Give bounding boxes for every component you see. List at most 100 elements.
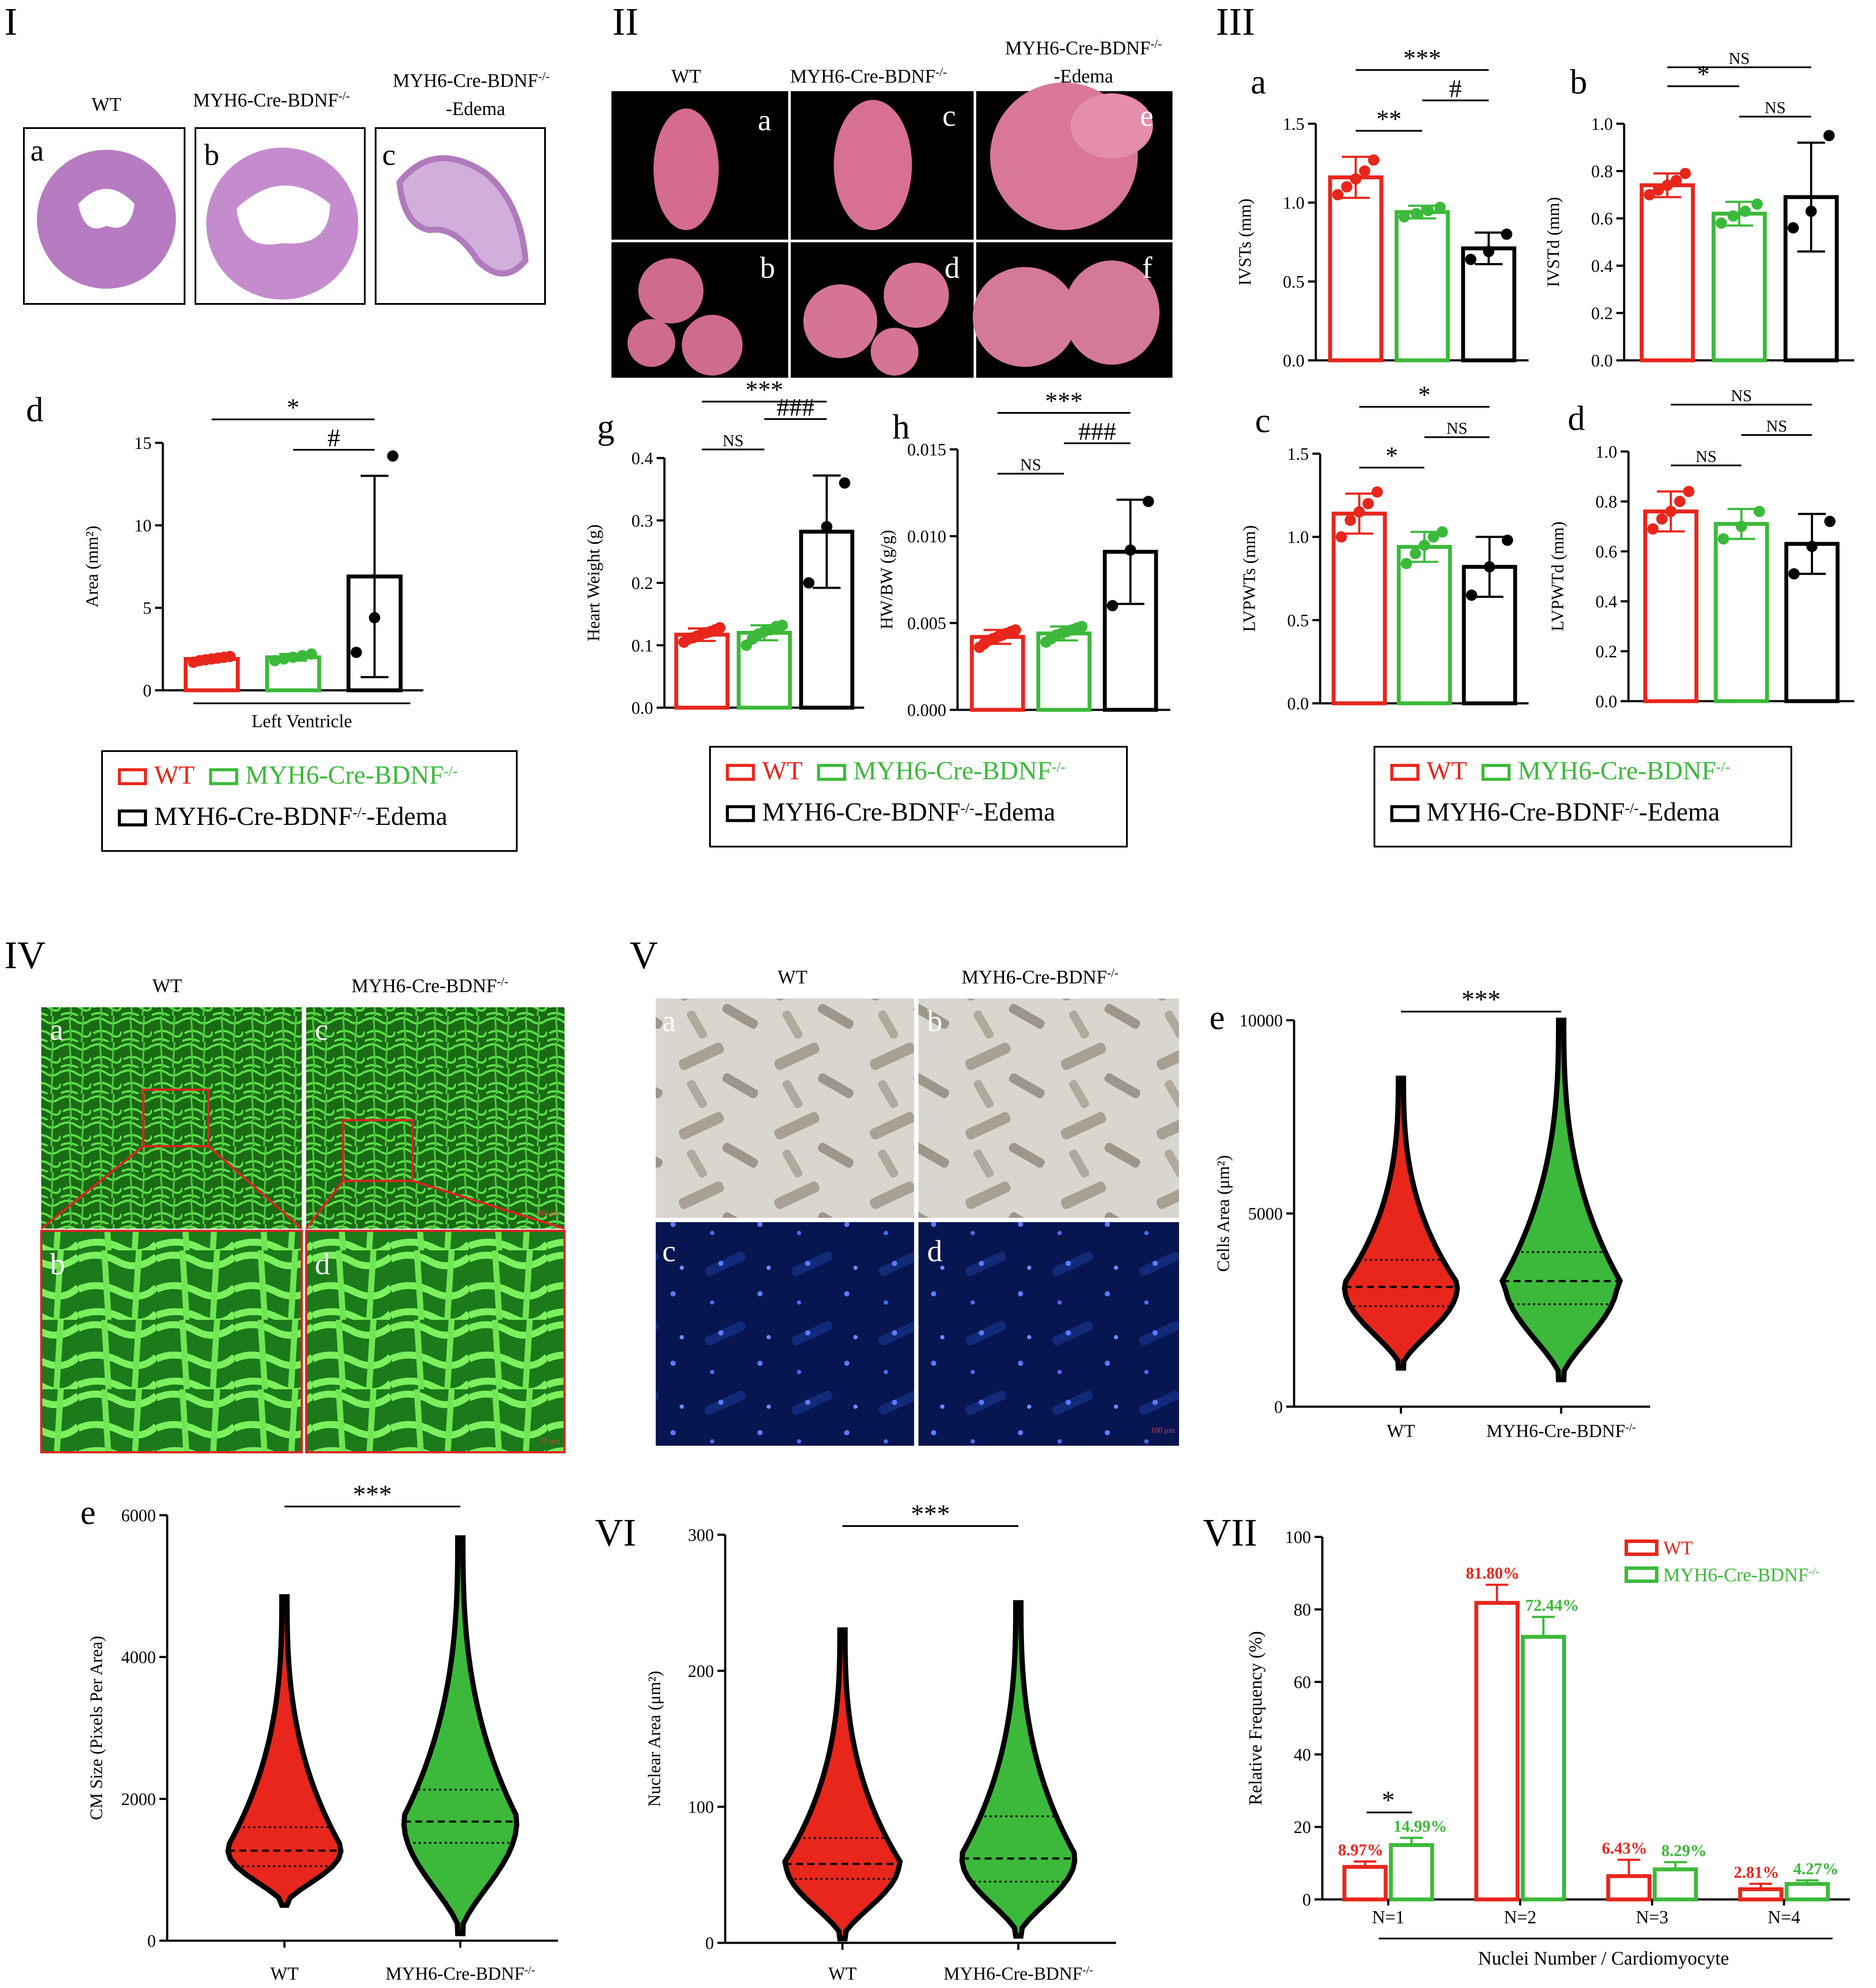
data-point	[1806, 541, 1818, 552]
panel-IV-letter-b: b	[50, 1248, 65, 1281]
legend-swatch-1	[1481, 764, 1511, 781]
panel-V-letter-b: b	[927, 1005, 942, 1038]
legend-label-0: WT	[762, 756, 803, 785]
y-axis-label: LVPWTd (mm)	[1548, 521, 1567, 631]
significance-label: NS	[1731, 387, 1752, 405]
significance-label: NS	[1765, 99, 1786, 117]
data-point	[1665, 506, 1677, 517]
legend-frame	[709, 746, 1128, 847]
y-tick-label: 1.0	[1287, 527, 1309, 547]
data-label: 8.97%	[1338, 1841, 1384, 1859]
panel-II-letter-f: f	[1142, 251, 1153, 285]
significance-label: ###	[776, 393, 814, 421]
data-point	[1502, 534, 1513, 546]
y-axis-label: IVSTd (mm)	[1543, 197, 1563, 287]
heart-slice-edema-2	[1064, 260, 1159, 365]
data-point	[1824, 516, 1836, 527]
data-point	[306, 648, 317, 660]
legend-panel-I: WT MYH6-Cre-BDNF-/- MYH6-Cre-BDNF-/--Edema	[101, 750, 518, 852]
bar-0	[1643, 509, 1698, 703]
x-tick-label: WT	[1387, 1421, 1415, 1441]
chart-IIId: 0.0 0.2 0.4 0.6 0.8 1.0 LVPWTd (mm) d NS NS NS	[1548, 387, 1854, 711]
data-point	[1427, 531, 1439, 543]
bar-1	[1397, 545, 1452, 706]
y-axis-label: CM Size (Pixels Per Area)	[86, 1636, 106, 1820]
data-point	[1647, 523, 1659, 535]
data-point	[1823, 130, 1835, 142]
data-label: 72.44%	[1525, 1596, 1579, 1615]
significance-label: NS	[1766, 417, 1787, 435]
significance-label: NS	[1020, 456, 1041, 474]
histology-lumen-wt	[78, 189, 135, 229]
legend-label-2: MYH6-Cre-BDNF-/--Edema	[762, 798, 1055, 826]
section-label-IV: IV	[4, 934, 46, 977]
y-tick-label: 200	[688, 1661, 714, 1681]
panel-IV-header-ko: MYH6-Cre-BDNF-/-	[351, 975, 508, 997]
y-tick-label: 0.1	[631, 636, 653, 655]
significance-label: ***	[1404, 44, 1441, 72]
panel-II-letter-b: b	[760, 251, 775, 285]
section-label-VII: VII	[1203, 1511, 1257, 1554]
significance-label: **	[1376, 105, 1401, 133]
panel-V-letter-c: c	[662, 1235, 676, 1268]
heart-slice-wt-1	[638, 258, 704, 323]
data-point	[224, 651, 236, 663]
x-tick-label: MYH6-Cre-BDNF-/-	[944, 1964, 1093, 1985]
data-point	[1076, 621, 1088, 632]
data-point	[1368, 154, 1380, 166]
bar	[1652, 1867, 1698, 1902]
panel-II-header-edema: MYH6-Cre-BDNF-/-	[1005, 37, 1162, 59]
data-point	[821, 521, 832, 533]
panel-letter: g	[597, 408, 614, 446]
violin-1	[1499, 1018, 1623, 1382]
y-tick-label: 0	[143, 681, 152, 700]
y-axis-label: Nuclear Area (μm²)	[644, 1671, 664, 1807]
zoom-box-wt	[142, 1088, 210, 1147]
panel-II-letter-c: c	[942, 99, 956, 133]
data-point	[369, 612, 380, 623]
y-tick-label: 0.0	[1595, 692, 1617, 711]
y-tick-label: 100	[688, 1797, 714, 1817]
significance-label: *	[1697, 60, 1710, 89]
data-point	[1434, 201, 1446, 213]
bar	[1474, 1601, 1520, 1902]
y-tick-label: 0.8	[1595, 492, 1617, 511]
panel-letter: e	[1209, 999, 1225, 1037]
heart-photo-edema-atrium	[1070, 93, 1153, 158]
y-tick-label: 0.2	[1591, 303, 1613, 323]
legend-label: WT	[1663, 1537, 1693, 1559]
data-point	[776, 620, 788, 631]
fluorescence-ko-overview	[306, 1007, 565, 1229]
legends-layer: WT MYH6-Cre-BDNF-/- MYH6-Cre-BDNF-/--Edema…	[101, 746, 1792, 852]
panel-IV-letter-d: d	[315, 1248, 330, 1281]
legend-swatch-1	[209, 768, 238, 785]
legend-frame	[101, 750, 518, 852]
y-tick-label: 0.0	[1591, 351, 1613, 370]
y-tick-label: 1.0	[1595, 442, 1617, 462]
panel-letter: a	[1251, 63, 1266, 101]
bar	[1738, 1887, 1784, 1902]
legend-swatch-2	[726, 805, 755, 822]
y-axis-label: Relative Frequency (%)	[1246, 1631, 1266, 1805]
bar-0	[1328, 175, 1384, 363]
zoom-box-ko	[342, 1119, 414, 1182]
x-tick-label: WT	[828, 1964, 856, 1984]
legend-swatch-2	[118, 809, 147, 827]
scale-bar-label: 100 μm	[1151, 1426, 1175, 1434]
panel-II-header-ko: MYH6-Cre-BDNF-/-	[790, 66, 947, 87]
panel-II-letter-d: d	[945, 251, 960, 285]
data-point	[1354, 506, 1365, 518]
panel-I-header-edema: MYH6-Cre-BDNF-/-	[393, 70, 549, 92]
panel-II-photos: WT MYH6-Cre-BDNF-/- MYH6-Cre-BDNF-/- -Ed…	[611, 37, 1172, 378]
data-label: 8.29%	[1661, 1842, 1707, 1860]
data-point	[1410, 208, 1422, 220]
data-point	[1754, 506, 1765, 517]
data-point	[1788, 568, 1800, 580]
significance-label: ***	[911, 1500, 950, 1528]
y-tick-label: 10	[134, 516, 152, 535]
data-point	[1679, 168, 1691, 179]
y-axis-label: HW/BW (g/g)	[877, 530, 896, 629]
y-tick-label: 1.5	[1283, 114, 1305, 134]
legend-label-1: MYH6-Cre-BDNF-/-	[853, 756, 1066, 785]
y-tick-label: 4000	[121, 1648, 156, 1667]
